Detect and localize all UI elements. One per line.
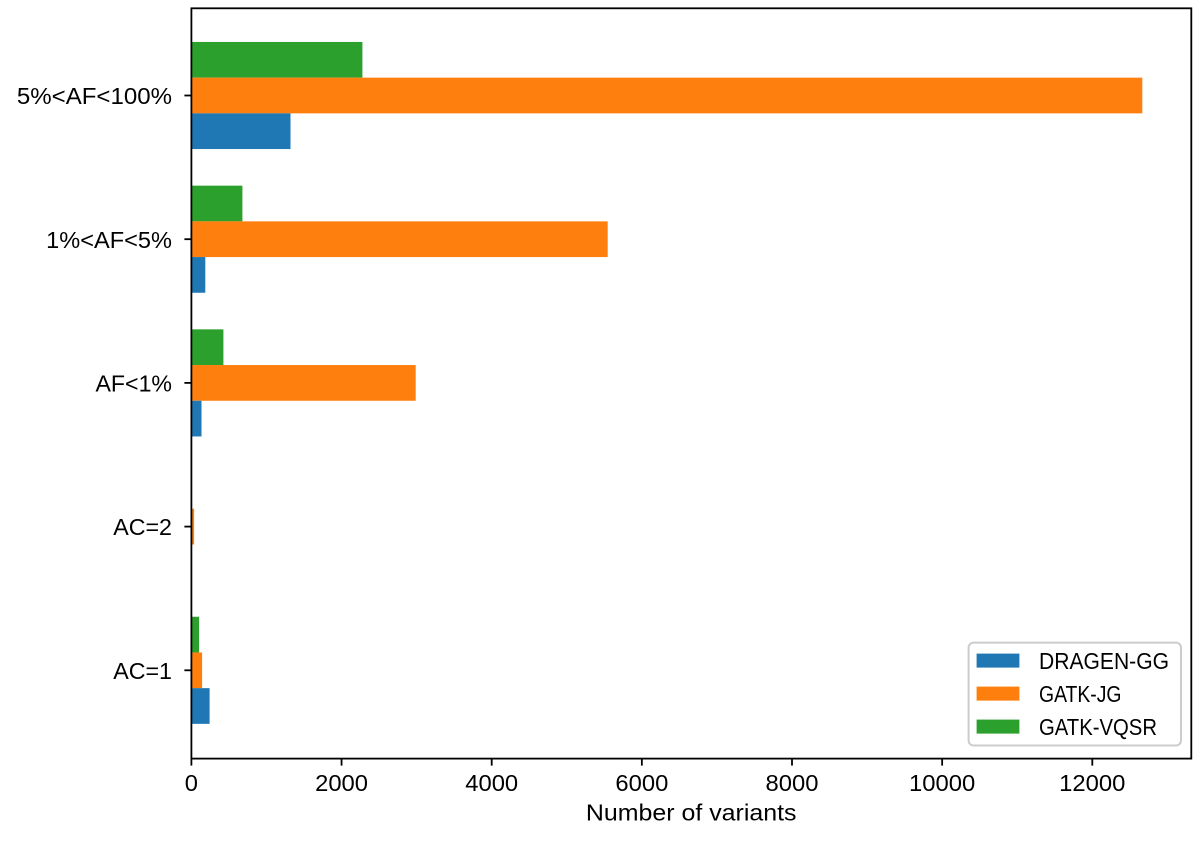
svg-text:4000: 4000 bbox=[465, 770, 518, 796]
svg-text:AC=2: AC=2 bbox=[113, 514, 172, 540]
svg-text:5%<AF<100%: 5%<AF<100% bbox=[17, 83, 172, 109]
svg-text:8000: 8000 bbox=[766, 770, 819, 796]
svg-text:1%<AF<5%: 1%<AF<5% bbox=[46, 227, 172, 253]
svg-text:12000: 12000 bbox=[1059, 770, 1125, 796]
svg-text:DRAGEN-GG: DRAGEN-GG bbox=[1039, 648, 1169, 674]
svg-text:GATK-JG: GATK-JG bbox=[1039, 681, 1122, 707]
svg-text:Number of variants: Number of variants bbox=[586, 799, 797, 825]
svg-text:10000: 10000 bbox=[909, 770, 975, 796]
svg-text:AF<1%: AF<1% bbox=[96, 371, 173, 397]
svg-text:AC=1: AC=1 bbox=[113, 658, 172, 684]
svg-text:2000: 2000 bbox=[315, 770, 368, 796]
svg-text:GATK-VQSR: GATK-VQSR bbox=[1039, 714, 1157, 740]
svg-text:0: 0 bbox=[185, 770, 198, 796]
svg-text:6000: 6000 bbox=[615, 770, 668, 796]
